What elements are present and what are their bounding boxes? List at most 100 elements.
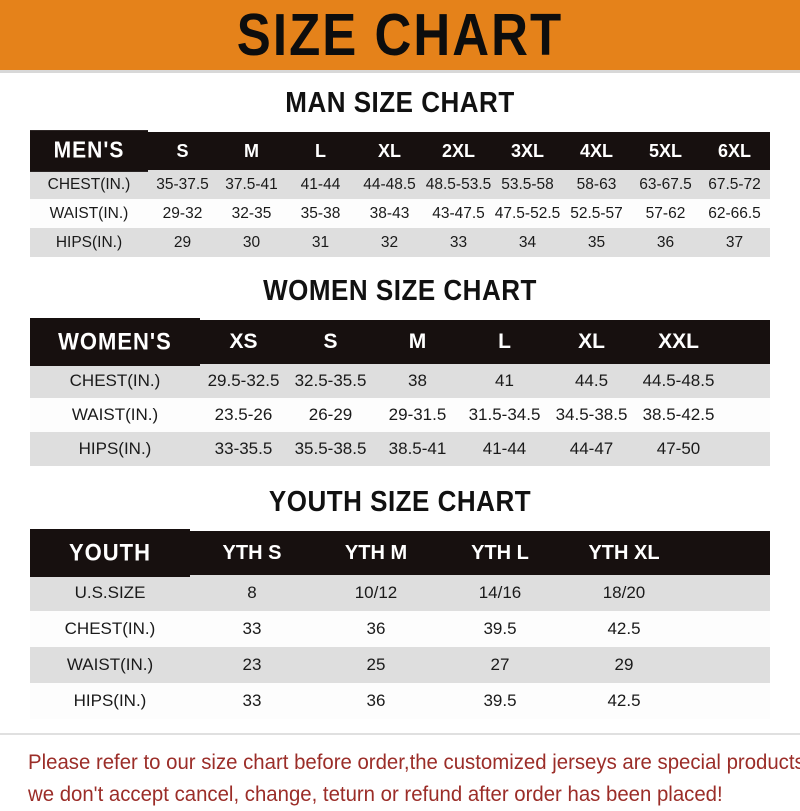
youth-row-spacer — [686, 611, 770, 647]
table-cell: 26-29 — [287, 398, 374, 432]
men-row-label-header: MEN'S — [30, 130, 148, 172]
women-size-header-s: S — [287, 320, 374, 364]
men-size-header-m: M — [217, 132, 286, 170]
youth-row-spacer — [686, 647, 770, 683]
men-size-table: MEN'S S M L XL 2XL 3XL 4XL 5XL 6XL CHEST(IN.) 35-37… — [30, 130, 770, 257]
men-row-spacer — [769, 228, 770, 257]
men-table-header-row: MEN'S S M L XL 2XL 3XL 4XL 5XL 6XL — [30, 130, 770, 172]
men-row-spacer — [769, 199, 770, 228]
table-cell: 36 — [631, 228, 700, 257]
table-cell: 43-47.5 — [424, 199, 493, 228]
youth-size-section: YOUTH SIZE CHART YOUTH YTH S YTH M YTH L YTH… — [0, 466, 800, 719]
footer-note-line-2: we don't accept cancel, change, teturn o… — [28, 783, 723, 806]
women-row-label: WAIST(IN.) — [30, 398, 200, 432]
table-row: CHEST(IN.) 33 36 39.5 42.5 — [30, 611, 770, 647]
table-row: HIPS(IN.) 33-35.5 35.5-38.5 38.5-41 41-44 44-… — [30, 432, 770, 466]
women-size-table: WOMEN'S XS S M L XL XXL CHEST(IN.) 29.5-32.5 32.5… — [30, 317, 770, 466]
table-cell: 48.5-53.5 — [424, 170, 493, 199]
youth-header-spacer — [686, 531, 770, 575]
table-cell: 41-44 — [286, 170, 355, 199]
men-size-header-6xl: 6XL — [700, 132, 769, 170]
women-size-header-xs: XS — [200, 320, 287, 364]
youth-section-title: YOUTH SIZE CHART — [268, 484, 532, 518]
table-row: HIPS(IN.) 29 30 31 32 33 34 35 36 37 — [30, 228, 770, 257]
table-cell: 57-62 — [631, 199, 700, 228]
table-cell: 25 — [314, 647, 438, 683]
women-size-section: WOMEN SIZE CHART WOMEN'S XS S M L XL XXL CHEST(… — [0, 257, 800, 466]
table-cell: 35-37.5 — [148, 170, 217, 199]
men-section-title: MAN SIZE CHART — [285, 85, 515, 119]
men-size-header-s: S — [148, 132, 217, 170]
youth-row-label: HIPS(IN.) — [30, 683, 190, 719]
women-size-header-xl: XL — [548, 320, 635, 364]
table-row: CHEST(IN.) 35-37.5 37.5-41 41-44 44-48.5 48.5… — [30, 170, 770, 199]
table-cell: 38.5-41 — [374, 432, 461, 466]
table-cell: 39.5 — [438, 683, 562, 719]
youth-table-header-row: YOUTH YTH S YTH M YTH L YTH XL — [30, 528, 770, 578]
table-cell: 47.5-52.5 — [493, 199, 562, 228]
table-cell: 23.5-26 — [200, 398, 287, 432]
table-cell: 52.5-57 — [562, 199, 631, 228]
table-cell: 23 — [190, 647, 314, 683]
men-size-header-3xl: 3XL — [493, 132, 562, 170]
table-cell: 35.5-38.5 — [287, 432, 374, 466]
table-cell: 42.5 — [562, 611, 686, 647]
page-title: SIZE CHART — [236, 1, 564, 69]
table-cell: 34 — [493, 228, 562, 257]
youth-size-header-yth-xl: YTH XL — [562, 531, 686, 575]
youth-row-label-header: YOUTH — [30, 528, 190, 578]
banner-divider — [0, 70, 800, 73]
men-size-header-2xl: 2XL — [424, 132, 493, 170]
table-cell: 29-32 — [148, 199, 217, 228]
table-cell: 34.5-38.5 — [548, 398, 635, 432]
table-cell: 29 — [148, 228, 217, 257]
table-row: WAIST(IN.) 29-32 32-35 35-38 38-43 43-47.5 47.… — [30, 199, 770, 228]
women-table-header-row: WOMEN'S XS S M L XL XXL — [30, 317, 770, 367]
women-size-header-m: M — [374, 320, 461, 364]
youth-row-label: CHEST(IN.) — [30, 611, 190, 647]
women-row-label-header: WOMEN'S — [30, 317, 200, 367]
youth-row-label: U.S.SIZE — [30, 575, 190, 611]
men-size-header-4xl: 4XL — [562, 132, 631, 170]
women-size-header-xxl: XXL — [635, 320, 722, 364]
table-row: WAIST(IN.) 23 25 27 29 — [30, 647, 770, 683]
table-cell: 38-43 — [355, 199, 424, 228]
table-cell: 29 — [562, 647, 686, 683]
table-row: WAIST(IN.) 23.5-26 26-29 29-31.5 31.5-34.5 34… — [30, 398, 770, 432]
table-cell: 33 — [190, 611, 314, 647]
men-size-header-5xl: 5XL — [631, 132, 700, 170]
men-size-header-xl: XL — [355, 132, 424, 170]
table-cell: 32.5-35.5 — [287, 364, 374, 398]
table-cell: 58-63 — [562, 170, 631, 199]
table-cell: 47-50 — [635, 432, 722, 466]
women-size-header-l: L — [461, 320, 548, 364]
women-row-spacer — [722, 398, 770, 432]
table-cell: 33 — [424, 228, 493, 257]
table-cell: 29-31.5 — [374, 398, 461, 432]
table-cell: 31.5-34.5 — [461, 398, 548, 432]
table-cell: 33 — [190, 683, 314, 719]
table-cell: 62-66.5 — [700, 199, 769, 228]
table-cell: 44-47 — [548, 432, 635, 466]
youth-row-spacer — [686, 575, 770, 611]
footer-note-line-1: Please refer to our size chart before or… — [28, 751, 800, 774]
women-row-label: HIPS(IN.) — [30, 432, 200, 466]
men-row-label: CHEST(IN.) — [30, 170, 148, 199]
table-cell: 36 — [314, 683, 438, 719]
table-cell: 35-38 — [286, 199, 355, 228]
table-cell: 10/12 — [314, 575, 438, 611]
table-cell: 32 — [355, 228, 424, 257]
youth-size-header-yth-s: YTH S — [190, 531, 314, 575]
table-cell: 27 — [438, 647, 562, 683]
men-row-spacer — [769, 170, 770, 199]
table-cell: 29.5-32.5 — [200, 364, 287, 398]
men-size-section: MAN SIZE CHART MEN'S S M L XL 2XL 3XL 4XL 5XL 6XL… — [0, 73, 800, 257]
table-cell: 37 — [700, 228, 769, 257]
table-cell: 38.5-42.5 — [635, 398, 722, 432]
table-cell: 41 — [461, 364, 548, 398]
women-header-spacer — [722, 320, 770, 364]
men-header-spacer — [769, 132, 770, 170]
women-row-spacer — [722, 364, 770, 398]
table-cell: 44.5 — [548, 364, 635, 398]
youth-row-spacer — [686, 683, 770, 719]
